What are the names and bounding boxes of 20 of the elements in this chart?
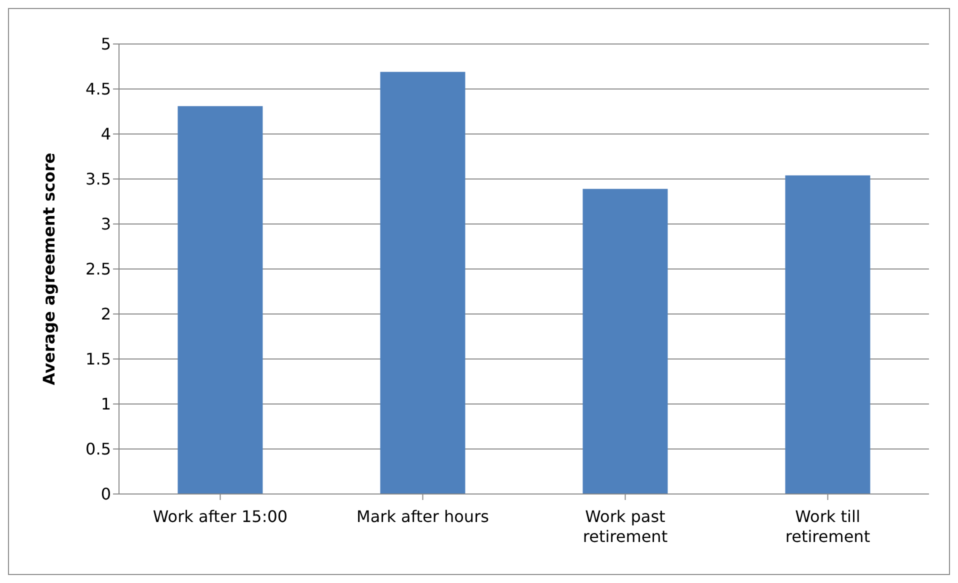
y-tick-label: 2 bbox=[100, 304, 111, 324]
bar bbox=[785, 175, 870, 494]
x-tick-label: Work till retirement bbox=[785, 507, 870, 546]
y-tick-label: 0 bbox=[100, 484, 111, 504]
y-tick-label: 2.5 bbox=[86, 260, 111, 279]
y-tick-label: 3.5 bbox=[86, 170, 111, 189]
bar bbox=[582, 188, 668, 494]
y-axis-title: Average agreement score bbox=[40, 152, 59, 386]
y-tick-label: 1.5 bbox=[86, 350, 111, 369]
x-tick-label: Work past retirement bbox=[582, 507, 668, 546]
y-tick-label: 5 bbox=[100, 34, 111, 54]
bar bbox=[380, 72, 466, 494]
x-tick-label: Work after 15:00 bbox=[152, 507, 288, 526]
y-tick-label: 3 bbox=[100, 214, 111, 234]
y-tick-label: 1 bbox=[100, 394, 111, 414]
x-tick-label: Mark after hours bbox=[356, 507, 489, 526]
y-tick-label: 0.5 bbox=[86, 440, 111, 459]
bar bbox=[178, 106, 263, 494]
y-tick-label: 4.5 bbox=[86, 80, 111, 99]
y-tick-label: 4 bbox=[100, 124, 111, 144]
